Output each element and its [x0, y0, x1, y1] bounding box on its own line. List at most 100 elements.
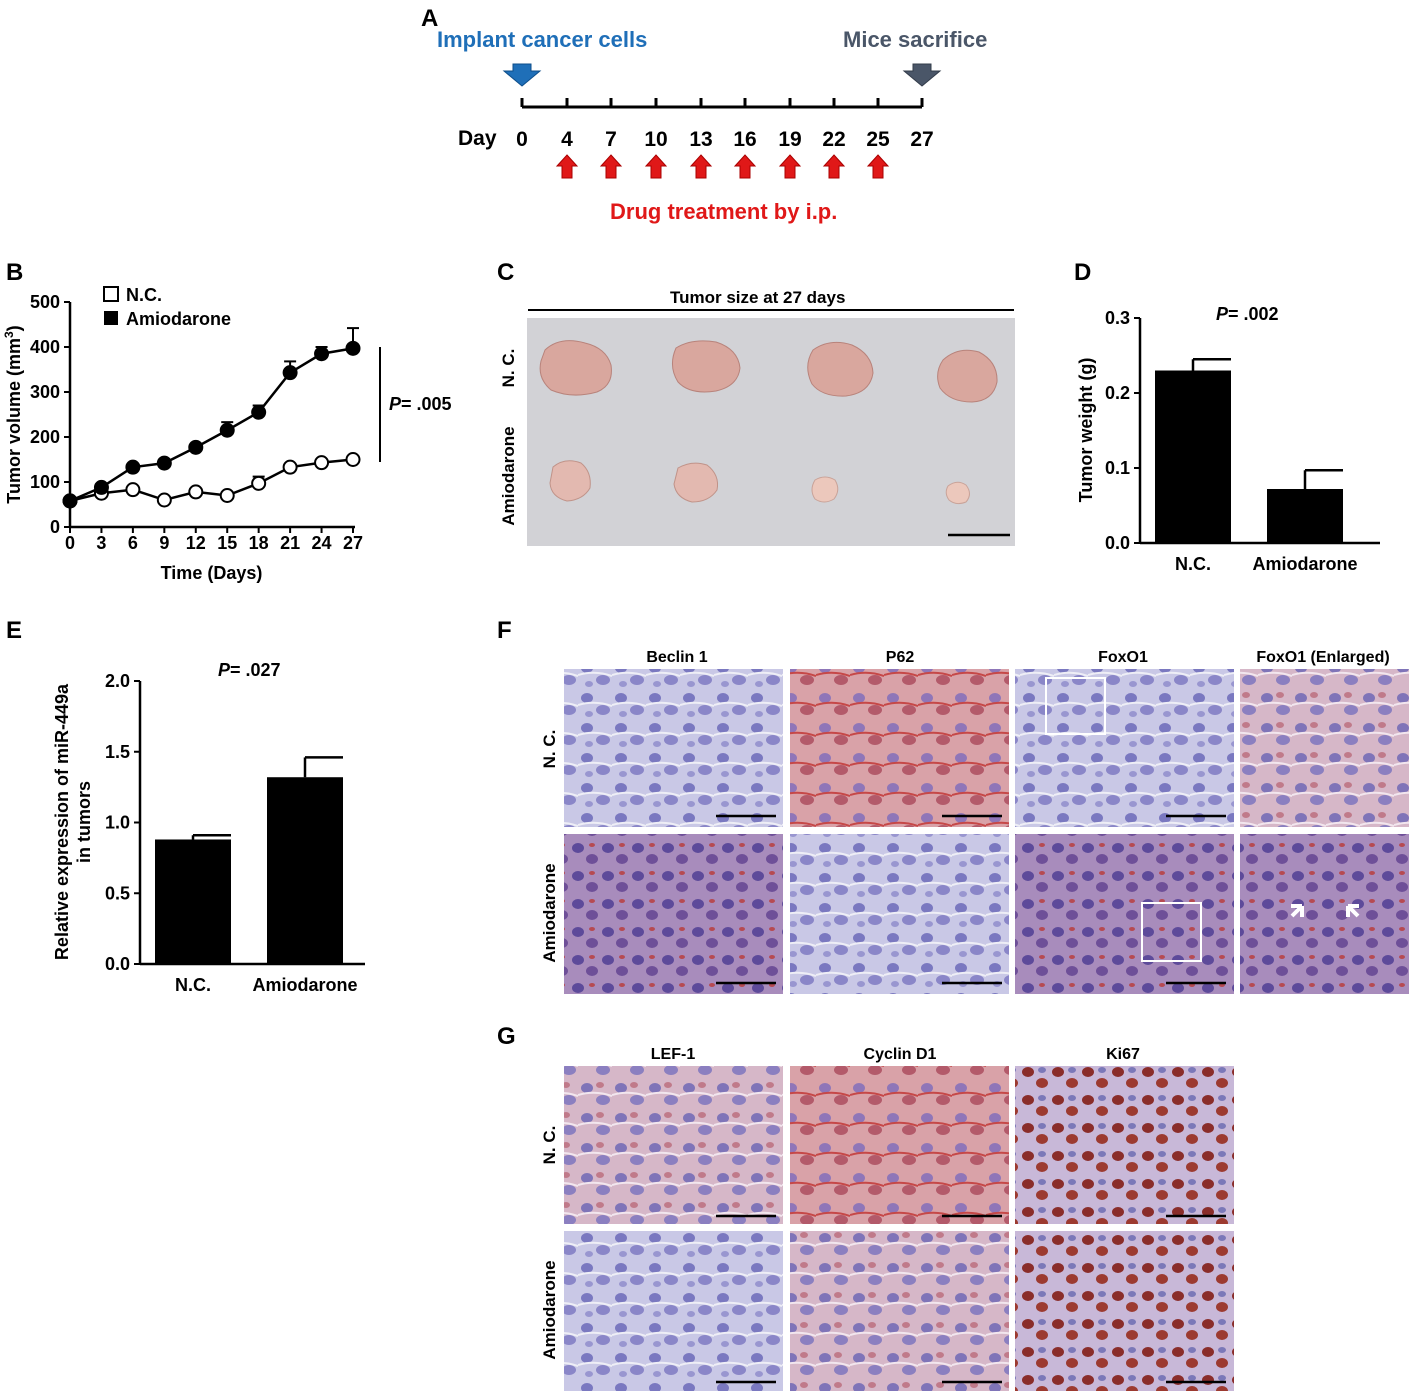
- data-point: [251, 404, 267, 420]
- y-tick-label: 0.5: [105, 883, 130, 903]
- legend-amio: Amiodarone: [126, 309, 231, 329]
- category-label: N.C.: [1175, 554, 1211, 574]
- panel-e: E P= .027 0.0 0.5 1.0 1.5 2.0 N.C. Amiodarone R…: [6, 617, 365, 995]
- tumor-photo: [527, 318, 1015, 546]
- drug-arrow-icon: [822, 154, 846, 179]
- data-point: [125, 459, 141, 475]
- drug-arrow-icon: [689, 154, 713, 179]
- series-line: [69, 347, 354, 503]
- bar: [1267, 489, 1343, 543]
- y-tick-label: 2.0: [105, 671, 130, 691]
- drug-arrow-icon: [644, 154, 668, 179]
- pvalue-e-prefix: P: [218, 660, 231, 680]
- category-label: N.C.: [175, 975, 211, 995]
- drug-arrow-icon: [555, 154, 579, 179]
- col-label-cyclind1: Cyclin D1: [864, 1046, 937, 1063]
- data-point: [219, 422, 235, 438]
- data-point: [93, 479, 109, 495]
- y-tick-label: 1.0: [105, 813, 130, 833]
- y-tick-label: 300: [30, 382, 60, 402]
- x-tick-label: 9: [159, 533, 169, 553]
- col-label-foxo1: FoxO1: [1098, 649, 1148, 666]
- timeline-day-label: 19: [778, 128, 801, 151]
- pvalue-d-value: = .002: [1228, 304, 1279, 324]
- tumor-row-nc: [539, 340, 998, 403]
- timeline-day-label: 22: [822, 128, 845, 151]
- data-point: [282, 365, 298, 381]
- pvalue-d-prefix: P: [1216, 304, 1229, 324]
- data-point: [345, 452, 361, 467]
- col-label-lef1: LEF-1: [651, 1046, 696, 1063]
- timeline-ticks: 0 4 7 10 13 16 19 22 25 27: [516, 98, 934, 151]
- panel-letter-e: E: [6, 617, 22, 644]
- drug-arrow-icon: [733, 154, 757, 179]
- data-point: [314, 455, 330, 471]
- col-label-foxo1-enlarged: FoxO1 (Enlarged): [1256, 649, 1389, 666]
- panel-a: A Implant cancer cells Mice sacrifice Da…: [421, 5, 987, 224]
- micrograph-cyclind1-amiodarone: [790, 1231, 1009, 1391]
- pvalue-e-value: = .027: [230, 660, 281, 680]
- bar: [267, 777, 343, 964]
- micrograph-ki67-nc: [1015, 1066, 1234, 1224]
- y-axis-label: Relative expression of miR-449a in tumors: [52, 683, 94, 960]
- y-tick-label: 400: [30, 337, 60, 357]
- data-point: [62, 493, 78, 509]
- legend-nc-marker: [103, 286, 119, 302]
- x-tick-label: 27: [343, 533, 363, 553]
- data-point: [314, 346, 330, 362]
- panel-letter-f: F: [497, 617, 512, 644]
- micrograph-beclin-amiodarone: [564, 834, 783, 994]
- category-label: Amiodarone: [252, 975, 357, 995]
- data-point: [156, 455, 172, 471]
- pvalue-b: P= .005: [389, 394, 452, 414]
- y-tick-label: 0.0: [105, 954, 130, 974]
- x-axis-label: Time (Days): [161, 563, 263, 583]
- timeline-day-label: 13: [689, 128, 712, 151]
- panel-d: D P= .002 0.0 0.1 0.2 0.3 N.C. Amiodarone Tumo…: [1074, 259, 1380, 574]
- nuclear-arrow-icon-1: [1290, 904, 1304, 918]
- x-tick-label: 3: [96, 533, 106, 553]
- drug-label: Drug treatment by i.p.: [610, 199, 837, 224]
- row-label-f-amiodarone: Amiodarone: [540, 863, 559, 962]
- zoom-box-nc: [1045, 677, 1106, 735]
- tumor-size-title: Tumor size at 27 days: [670, 288, 845, 307]
- micrograph-lef1-amiodarone: [564, 1231, 783, 1391]
- pvalue-b-value: = .005: [401, 394, 452, 414]
- legend-amio-marker: [104, 311, 118, 325]
- category-label: Amiodarone: [1252, 554, 1357, 574]
- row-label-f-nc: N. C.: [540, 730, 559, 769]
- panel-letter-c: C: [497, 259, 514, 286]
- legend-nc: N.C.: [126, 285, 162, 305]
- y-axis-label: Tumor volume (mm3): [2, 325, 24, 503]
- data-point: [282, 459, 298, 475]
- x-tick-label: 0: [65, 533, 75, 553]
- sacrifice-label: Mice sacrifice: [843, 27, 987, 52]
- panel-f: F Beclin 1 P62 FoxO1 FoxO1 (Enlarged) N.…: [497, 617, 1409, 994]
- pvalue-d: P= .002: [1216, 304, 1279, 324]
- bar: [1155, 370, 1231, 543]
- pvalue-b-prefix: P: [389, 394, 402, 414]
- row-label-nc: N. C.: [499, 349, 518, 388]
- implant-arrow-icon: [502, 63, 542, 87]
- panel-letter-d: D: [1074, 259, 1091, 286]
- panel-letter-b: B: [6, 259, 23, 286]
- x-tick-label: 24: [312, 533, 332, 553]
- data-point: [188, 439, 204, 455]
- data-point: [219, 488, 235, 503]
- micrograph-foxo1-enlarged-nc: [1240, 669, 1409, 827]
- timeline-day-label: 27: [910, 128, 933, 151]
- panel-c: C Tumor size at 27 days N. C. Amiodarone: [497, 259, 1015, 546]
- pvalue-e: P= .027: [218, 660, 281, 680]
- col-label-beclin: Beclin 1: [646, 649, 707, 666]
- micrograph-cyclind1-nc: [790, 1066, 1009, 1224]
- panel-b: B 0 100 200 300 400 500 0 3 6 9 12 15 18 21 24 27 Time (…: [2, 259, 452, 583]
- col-label-ki67: Ki67: [1106, 1046, 1140, 1063]
- panel-letter-a: A: [421, 5, 438, 32]
- drug-arrow-icon: [778, 154, 802, 179]
- micrograph-ki67-amiodarone: [1015, 1231, 1234, 1391]
- timeline-day-label: 0: [516, 128, 528, 151]
- series-line: [69, 458, 354, 503]
- panel-letter-g: G: [497, 1023, 516, 1050]
- micrograph-p62-amiodarone: [790, 834, 1009, 994]
